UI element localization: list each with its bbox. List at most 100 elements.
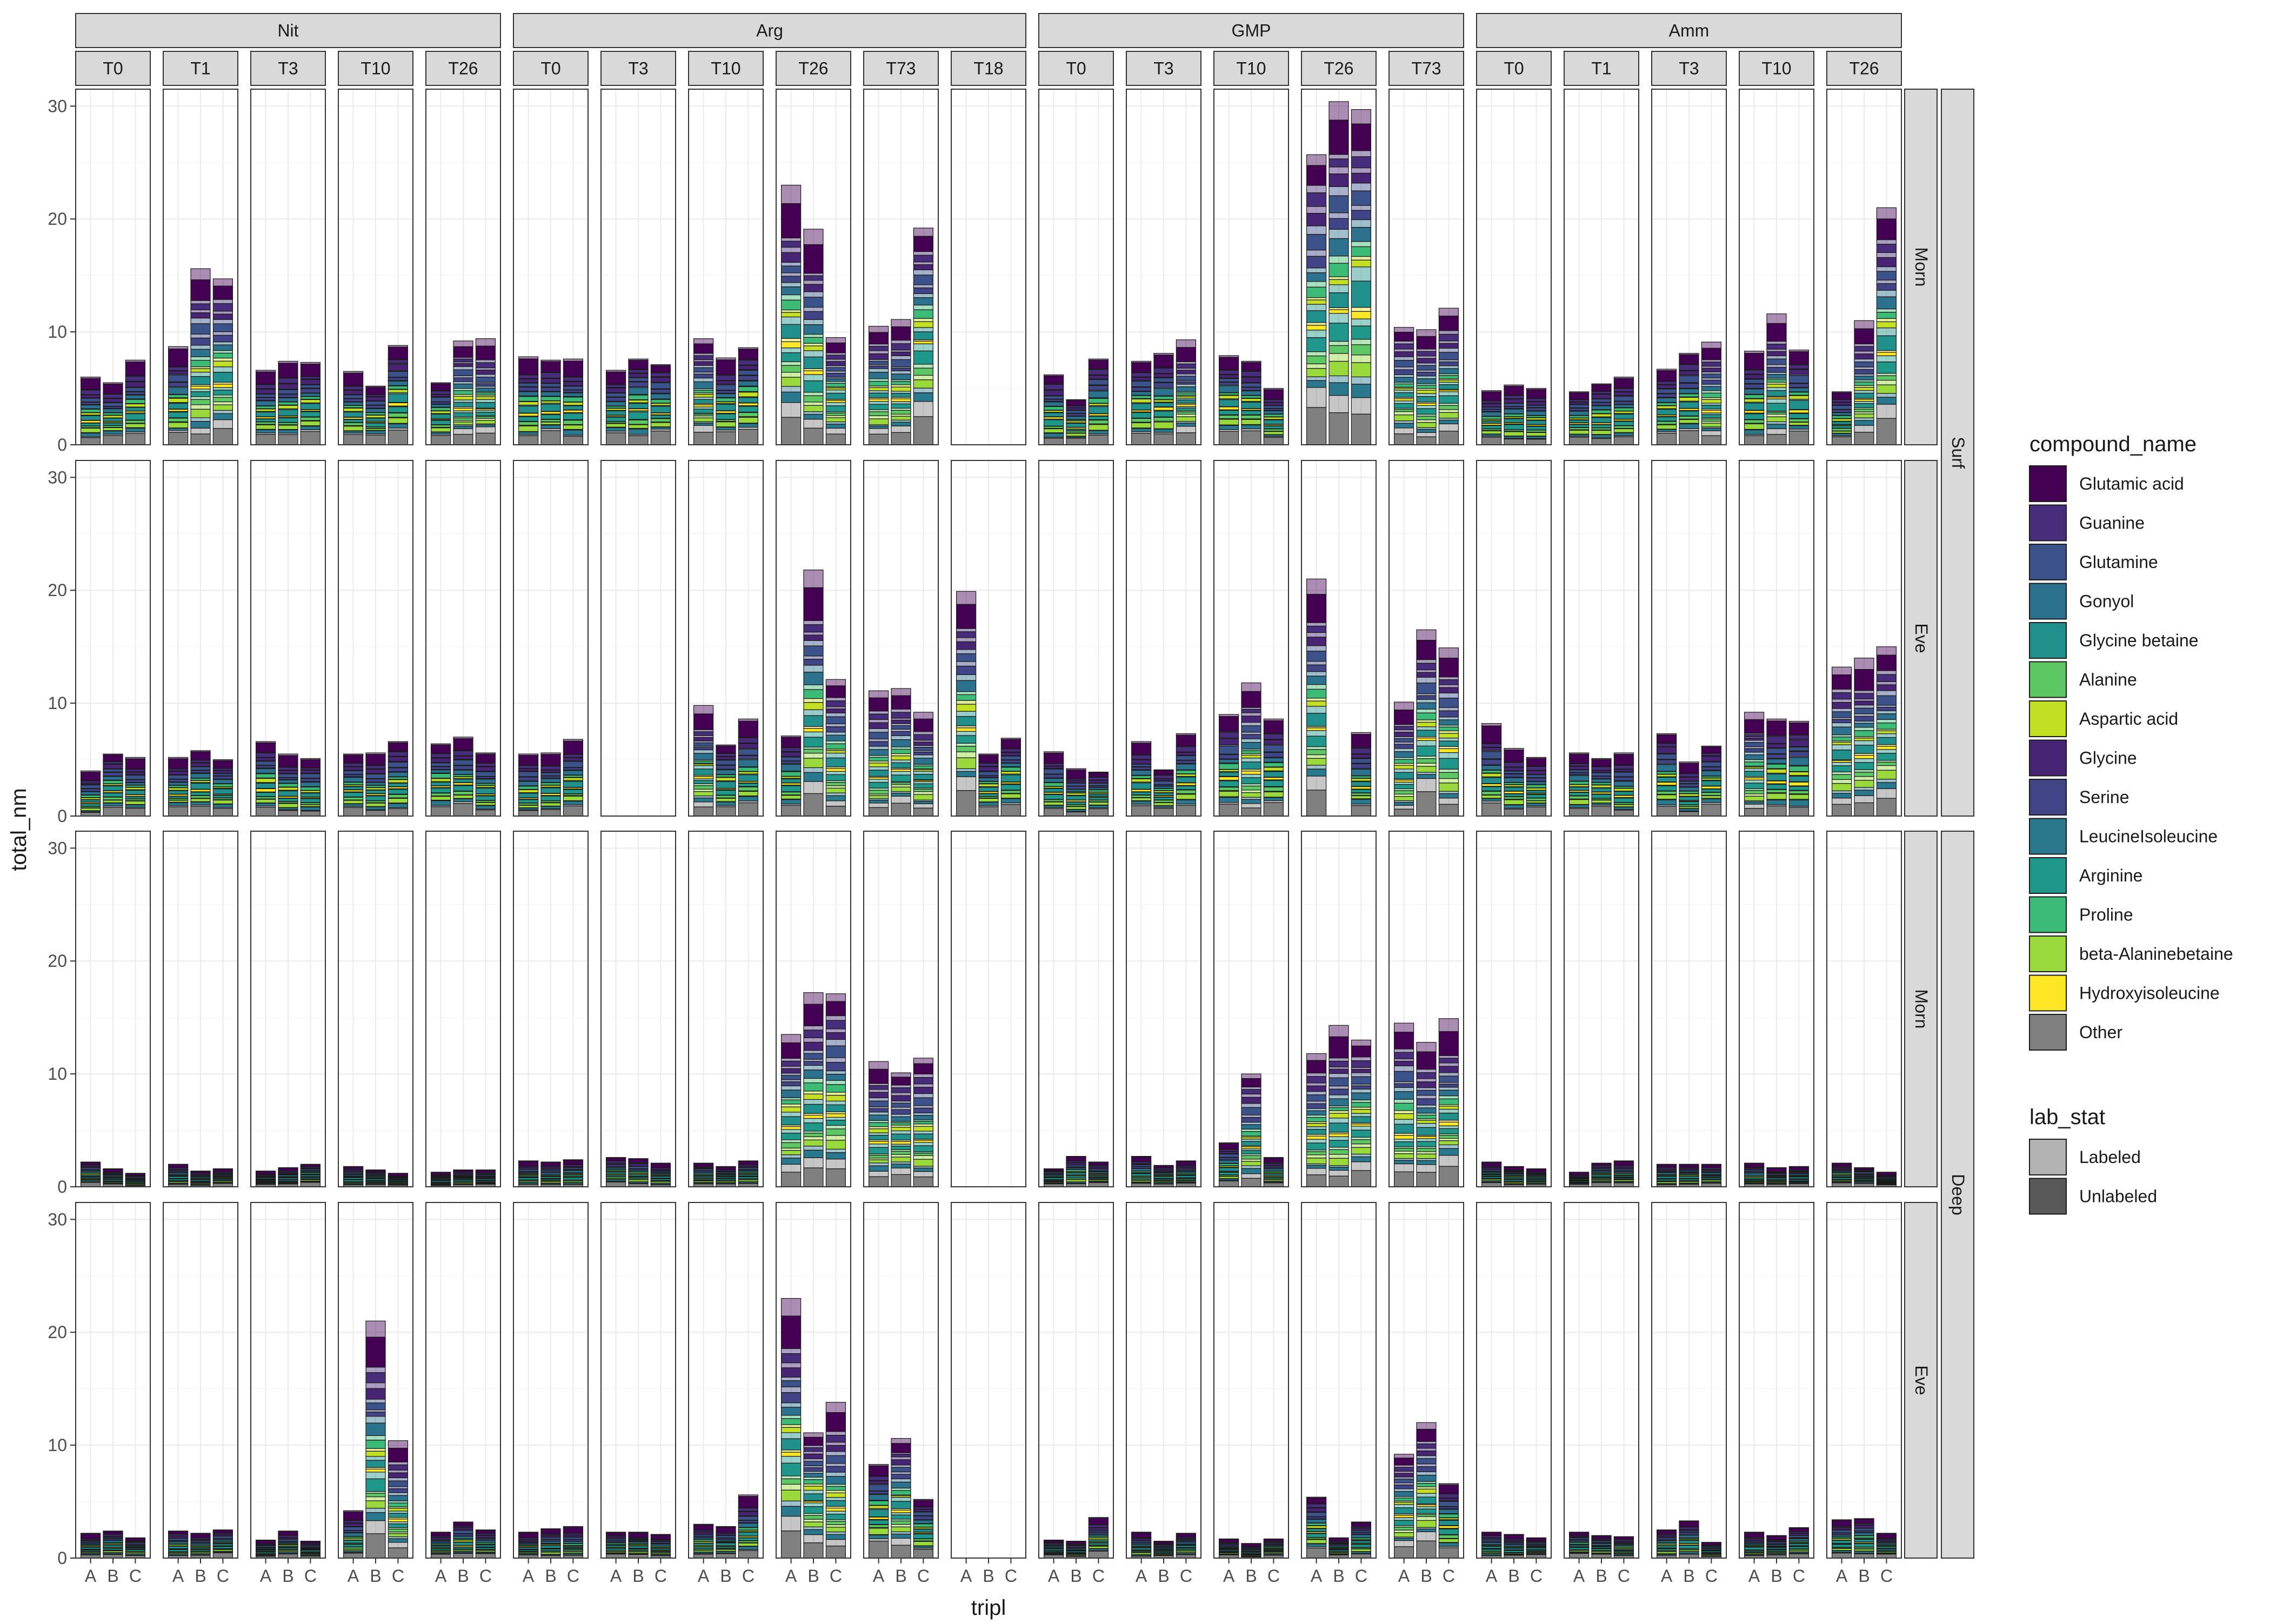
bar-segment-unlabeled — [453, 795, 473, 798]
bar-segment-unlabeled — [453, 786, 473, 791]
bar-segment-unlabeled — [782, 1427, 801, 1433]
bar-segment-unlabeled — [913, 322, 933, 328]
bar-segment-unlabeled — [169, 1532, 188, 1534]
bar-segment-unlabeled — [1001, 763, 1020, 766]
bar-segment-unlabeled — [716, 385, 736, 390]
bar-segment-unlabeled — [738, 803, 758, 816]
bar-segment-unlabeled — [476, 346, 495, 360]
bar-segment-unlabeled — [563, 406, 583, 410]
bar-segment-unlabeled — [1089, 794, 1108, 796]
bar-segment-labeled — [388, 1542, 408, 1548]
bar-segment-unlabeled — [629, 1159, 648, 1162]
bar-segment-unlabeled — [278, 780, 298, 783]
bar-segment-unlabeled — [388, 413, 408, 417]
bar-segment-unlabeled — [891, 1117, 911, 1121]
bar-segment-unlabeled — [476, 384, 495, 386]
bar-segment-unlabeled — [694, 395, 713, 397]
bar-segment-unlabeled — [1044, 390, 1064, 396]
bar-segment-unlabeled — [366, 1423, 385, 1435]
bar-segment-unlabeled — [125, 759, 145, 769]
bar-segment-unlabeled — [694, 769, 713, 776]
bar-segment-unlabeled — [869, 419, 889, 425]
bar-segment-labeled — [213, 367, 232, 372]
bar-segment-unlabeled — [1176, 794, 1196, 799]
timepoint-strip-label: T73 — [1411, 59, 1441, 78]
bar-segment-labeled — [213, 358, 232, 362]
bar-segment-unlabeled — [1001, 752, 1020, 756]
bar-segment-labeled — [804, 732, 823, 737]
bar-segment-labeled — [651, 1534, 670, 1535]
bar-segment-labeled — [979, 754, 998, 755]
bar-segment-unlabeled — [519, 375, 538, 378]
bar-segment-labeled — [869, 1539, 889, 1541]
bar-segment-unlabeled — [826, 735, 845, 741]
bar-segment-unlabeled — [1132, 755, 1151, 759]
bar-segment-unlabeled — [169, 398, 188, 403]
row-strip-label: Morn — [1912, 990, 1931, 1029]
bar-segment-labeled — [826, 1498, 845, 1501]
bar-segment-labeled — [826, 698, 845, 701]
bar-segment-unlabeled — [278, 410, 298, 416]
timepoint-strip-label: T26 — [1849, 59, 1879, 78]
bar-segment-unlabeled — [125, 399, 145, 404]
bar-segment-labeled — [913, 771, 933, 774]
bar-segment-unlabeled — [1044, 788, 1064, 792]
bar-segment-unlabeled — [344, 1512, 363, 1520]
bar-segment-unlabeled — [738, 386, 758, 391]
bar-segment-labeled — [694, 407, 713, 409]
bar-segment-labeled — [913, 318, 933, 322]
bar-segment-labeled — [957, 692, 976, 695]
bar-segment-unlabeled — [694, 798, 713, 802]
bar-segment-unlabeled — [891, 1467, 911, 1472]
bar-segment-unlabeled — [476, 796, 495, 800]
bar-segment-unlabeled — [256, 753, 276, 757]
bar-segment-unlabeled — [782, 1354, 801, 1363]
bar-segment-unlabeled — [431, 420, 451, 425]
bar-segment-unlabeled — [738, 381, 758, 386]
bar-segment-unlabeled — [957, 791, 976, 816]
bar-segment-unlabeled — [541, 773, 560, 776]
bar-segment-unlabeled — [103, 807, 123, 816]
bar-segment-labeled — [453, 366, 473, 370]
bar-segment-unlabeled — [869, 1122, 889, 1126]
bar-segment-unlabeled — [431, 758, 451, 763]
bar-segment-unlabeled — [913, 332, 933, 340]
bar-segment-unlabeled — [519, 805, 538, 807]
bar-segment-unlabeled — [431, 1172, 451, 1174]
bar-segment-unlabeled — [826, 758, 845, 767]
bar-segment-unlabeled — [716, 360, 736, 375]
y-tick-label: 10 — [48, 322, 67, 342]
timepoint-strip-label: T26 — [798, 59, 828, 78]
bar-segment-labeled — [913, 344, 933, 351]
bar-segment-unlabeled — [388, 378, 408, 380]
bar-segment-unlabeled — [891, 720, 911, 724]
bar-segment-unlabeled — [519, 379, 538, 383]
bar-segment-unlabeled — [431, 763, 451, 766]
bar-segment-unlabeled — [366, 783, 385, 785]
bar-segment-labeled — [1154, 353, 1173, 355]
bar-segment-unlabeled — [804, 1543, 823, 1558]
bar-segment-labeled — [804, 993, 823, 1005]
bar-segment-unlabeled — [782, 1463, 801, 1476]
bar-segment-unlabeled — [1001, 799, 1020, 803]
bar-segment-unlabeled — [1089, 773, 1108, 777]
bar-segment-unlabeled — [541, 788, 560, 793]
y-tick-label: 30 — [48, 1209, 67, 1229]
bar-segment-unlabeled — [1089, 1551, 1108, 1558]
bar-segment-unlabeled — [1044, 794, 1064, 799]
bar-segment-unlabeled — [81, 378, 101, 389]
bar-segment-unlabeled — [1089, 360, 1108, 369]
bar-segment-labeled — [541, 360, 560, 362]
bar-segment-unlabeled — [431, 767, 451, 770]
bar-segment-unlabeled — [651, 1535, 670, 1539]
x-tick-label: C — [830, 1566, 842, 1586]
bar-segment-unlabeled — [716, 1536, 736, 1538]
bar-segment-unlabeled — [826, 413, 845, 415]
bar-segment-unlabeled — [388, 1508, 408, 1511]
bar-segment-labeled — [213, 760, 232, 761]
bar-segment-unlabeled — [213, 405, 232, 410]
bar-segment-unlabeled — [716, 427, 736, 430]
bar-segment-labeled — [826, 1540, 845, 1546]
bar-segment-labeled — [891, 729, 911, 731]
bar-segment-unlabeled — [563, 1160, 583, 1165]
